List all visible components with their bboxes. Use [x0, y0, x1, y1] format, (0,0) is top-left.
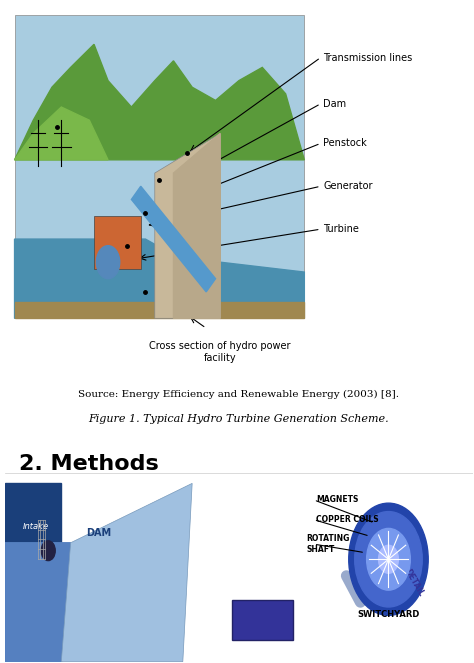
- Polygon shape: [173, 133, 220, 318]
- FancyBboxPatch shape: [5, 487, 55, 523]
- Text: Source: Energy Efficiency and Renewable Energy (2003) [8].: Source: Energy Efficiency and Renewable …: [78, 390, 400, 398]
- Text: DETAIL: DETAIL: [403, 567, 426, 597]
- Polygon shape: [15, 44, 304, 160]
- Text: DAM: DAM: [86, 528, 111, 538]
- Text: 2. Methods: 2. Methods: [19, 453, 159, 473]
- Text: Figure 1. Typical Hydro Turbine Generation Scheme.: Figure 1. Typical Hydro Turbine Generati…: [89, 414, 389, 424]
- Polygon shape: [5, 543, 71, 662]
- Text: Cross section of hydro power
facility: Cross section of hydro power facility: [149, 341, 291, 363]
- Text: Dam: Dam: [323, 99, 346, 109]
- Text: ROTATING
SHAFT: ROTATING SHAFT: [307, 534, 350, 554]
- Polygon shape: [15, 239, 304, 318]
- Text: 1: 1: [45, 546, 52, 556]
- Text: RESERVOIR: RESERVOIR: [6, 502, 51, 508]
- Circle shape: [366, 528, 410, 590]
- FancyBboxPatch shape: [94, 216, 141, 269]
- Polygon shape: [5, 483, 61, 662]
- Text: Intake: Intake: [23, 522, 49, 531]
- FancyBboxPatch shape: [232, 600, 292, 640]
- Polygon shape: [61, 483, 192, 662]
- Text: Turbine: Turbine: [323, 224, 359, 234]
- Text: GENERATOR: GENERATOR: [236, 615, 288, 625]
- Circle shape: [349, 503, 428, 615]
- Text: Transmission lines: Transmission lines: [323, 52, 412, 62]
- Text: SWITCHYARD: SWITCHYARD: [357, 609, 419, 619]
- Polygon shape: [15, 107, 108, 160]
- FancyBboxPatch shape: [15, 15, 304, 318]
- Text: MAGNETS: MAGNETS: [316, 495, 358, 505]
- Circle shape: [96, 246, 120, 278]
- Polygon shape: [15, 302, 304, 318]
- Polygon shape: [155, 133, 220, 318]
- Text: Generator: Generator: [323, 181, 373, 191]
- Circle shape: [355, 512, 422, 607]
- Text: COPPER COILS: COPPER COILS: [316, 515, 379, 524]
- Circle shape: [379, 545, 399, 573]
- Circle shape: [41, 541, 55, 561]
- Polygon shape: [131, 186, 216, 292]
- Text: Penstock: Penstock: [323, 139, 367, 149]
